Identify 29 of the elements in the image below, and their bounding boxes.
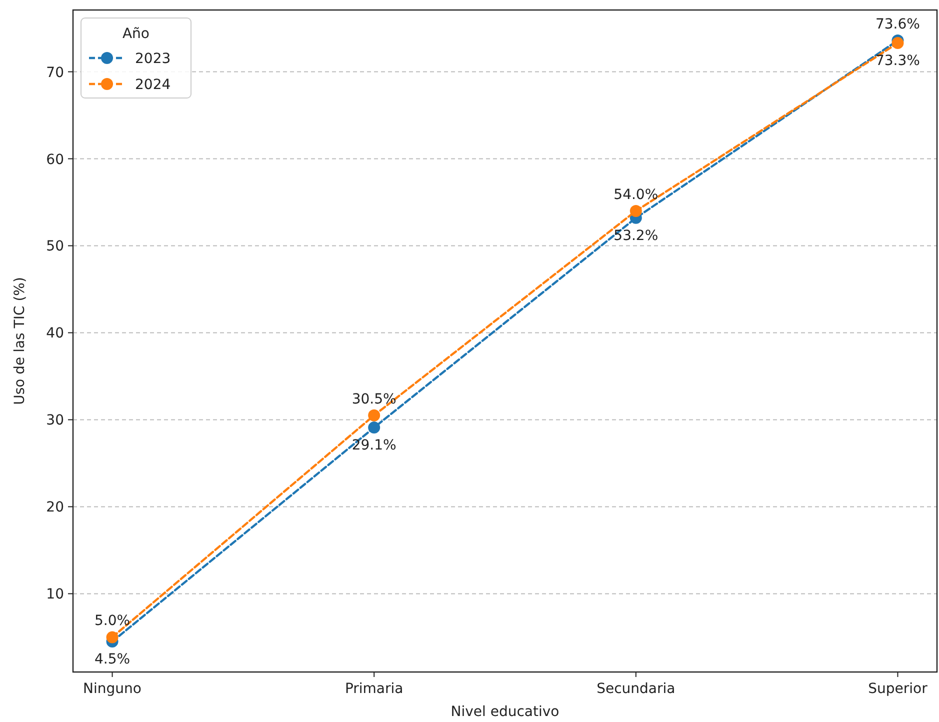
x-tick-label: Superior xyxy=(868,681,928,697)
y-tick-label: 60 xyxy=(46,152,64,168)
x-tick-label: Primaria xyxy=(344,681,404,697)
data-label: 5.0% xyxy=(94,613,130,630)
y-tick-label: 70 xyxy=(46,64,64,81)
point xyxy=(630,204,642,217)
legend-title: Año xyxy=(122,26,150,42)
y-tick-label: 40 xyxy=(46,326,64,342)
x-tick-label: Secundaria xyxy=(596,681,676,697)
data-label: 53.2% xyxy=(614,228,658,244)
y-tick-label: 10 xyxy=(46,586,64,603)
legend-label: 2024 xyxy=(135,77,171,93)
legend-label: 2023 xyxy=(135,51,171,67)
point xyxy=(892,37,904,50)
y-axis-title: Uso de las TIC (%) xyxy=(12,277,28,405)
y-tick-label: 20 xyxy=(46,500,64,516)
data-label: 73.6% xyxy=(875,16,920,32)
data-label: 29.1% xyxy=(352,438,396,454)
data-label: 54.0% xyxy=(614,186,658,203)
point xyxy=(368,409,380,422)
data-label: 30.5% xyxy=(352,391,396,408)
y-tick-label: 30 xyxy=(46,412,64,429)
data-label: 4.5% xyxy=(94,652,130,668)
point xyxy=(368,422,380,434)
data-label: 73.3% xyxy=(875,53,920,70)
y-tick-label: 50 xyxy=(46,238,64,255)
x-axis-title: Nivel educativo xyxy=(450,704,560,720)
x-tick-label: Ninguno xyxy=(83,681,142,697)
point xyxy=(106,631,118,644)
